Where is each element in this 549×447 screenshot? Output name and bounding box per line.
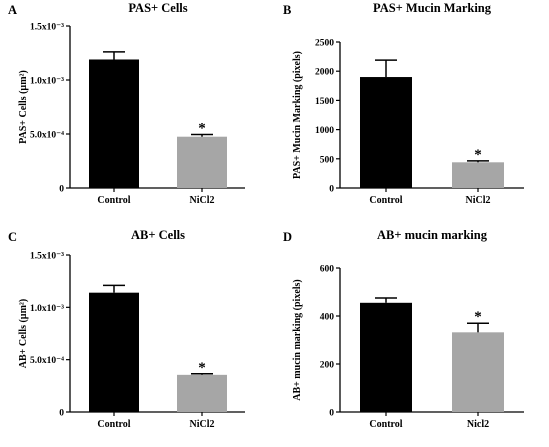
- y-tick-label: 5.0x10⁻⁴: [30, 356, 64, 366]
- y-axis-label: AB+ Cells (µm²): [18, 299, 29, 368]
- bar-control: [89, 59, 139, 189]
- panel-B: B PAS+ Mucin Marking 0 500 1000 1500 2000 2500 P…: [283, 1, 524, 206]
- bar-control: [360, 77, 412, 188]
- x-tick-label: Control: [369, 419, 402, 430]
- y-tick-label: 0: [59, 185, 64, 195]
- significance-marker: *: [198, 121, 206, 137]
- y-tick-label: 1.5x10⁻³: [30, 23, 64, 33]
- chart-title: AB+ Cells: [131, 228, 185, 242]
- y-tick-label: 5.0x10⁻⁴: [30, 131, 64, 141]
- panel-letter: D: [283, 230, 292, 244]
- significance-marker: *: [198, 360, 206, 376]
- chart-title: AB+ mucin marking: [377, 228, 488, 242]
- bar-nicl2: [177, 136, 227, 188]
- x-tick-label: Control: [97, 419, 130, 430]
- y-axis-label: PAS+ Mucin Marking (pixels): [292, 51, 303, 179]
- bar-control: [89, 292, 139, 412]
- chart-title: PAS+ Cells: [128, 1, 187, 15]
- y-tick-label: 600: [320, 265, 335, 275]
- y-tick-label: 1000: [315, 126, 334, 136]
- y-axis-label: AB+ mucin marking (pixels): [292, 279, 303, 401]
- x-tick-label: NiCl2: [190, 419, 215, 430]
- y-tick-label: 2500: [315, 39, 334, 49]
- x-tick-label: NiCl2: [466, 195, 491, 206]
- x-tick-label: Control: [97, 195, 130, 206]
- x-tick-label: NiCl2: [190, 195, 215, 206]
- y-tick-label: 0: [329, 185, 334, 195]
- bar-control: [360, 302, 412, 412]
- y-tick-label: 1.0x10⁻³: [30, 77, 64, 87]
- y-tick-label: 1500: [315, 97, 334, 107]
- panel-letter: B: [283, 3, 291, 17]
- y-tick-label: 1.0x10⁻³: [30, 304, 64, 314]
- bar-nicl2: [452, 162, 504, 188]
- y-tick-label: 200: [320, 361, 335, 371]
- significance-marker: *: [474, 309, 482, 325]
- chart-title: PAS+ Mucin Marking: [373, 1, 492, 15]
- y-axis-label: PAS+ Cells (µm²): [18, 70, 29, 144]
- significance-marker: *: [474, 147, 482, 163]
- panel-A: A PAS+ Cells 0 5.0x10⁻⁴ 1.0x10⁻³ 1.5x10⁻³ PAS+…: [8, 1, 245, 206]
- x-tick-label: Nicl2: [467, 419, 489, 430]
- y-tick-label: 400: [320, 313, 335, 323]
- x-tick-label: Control: [369, 195, 402, 206]
- y-tick-label: 500: [320, 155, 335, 165]
- panel-letter: A: [8, 3, 17, 17]
- y-tick-label: 0: [59, 409, 64, 419]
- bar-nicl2: [452, 332, 504, 412]
- y-tick-label: 0: [329, 409, 334, 419]
- panel-D: D AB+ mucin marking 0 200 400 600 AB+ mucin ma…: [283, 228, 524, 430]
- panel-C: C AB+ Cells 0 5.0x10⁻⁴ 1.0x10⁻³ 1.5x10⁻³ AB+ C…: [8, 228, 245, 430]
- bar-nicl2: [177, 374, 227, 412]
- y-tick-label: 1.5x10⁻³: [30, 252, 64, 262]
- panel-letter: C: [8, 230, 17, 244]
- y-tick-label: 2000: [315, 68, 334, 78]
